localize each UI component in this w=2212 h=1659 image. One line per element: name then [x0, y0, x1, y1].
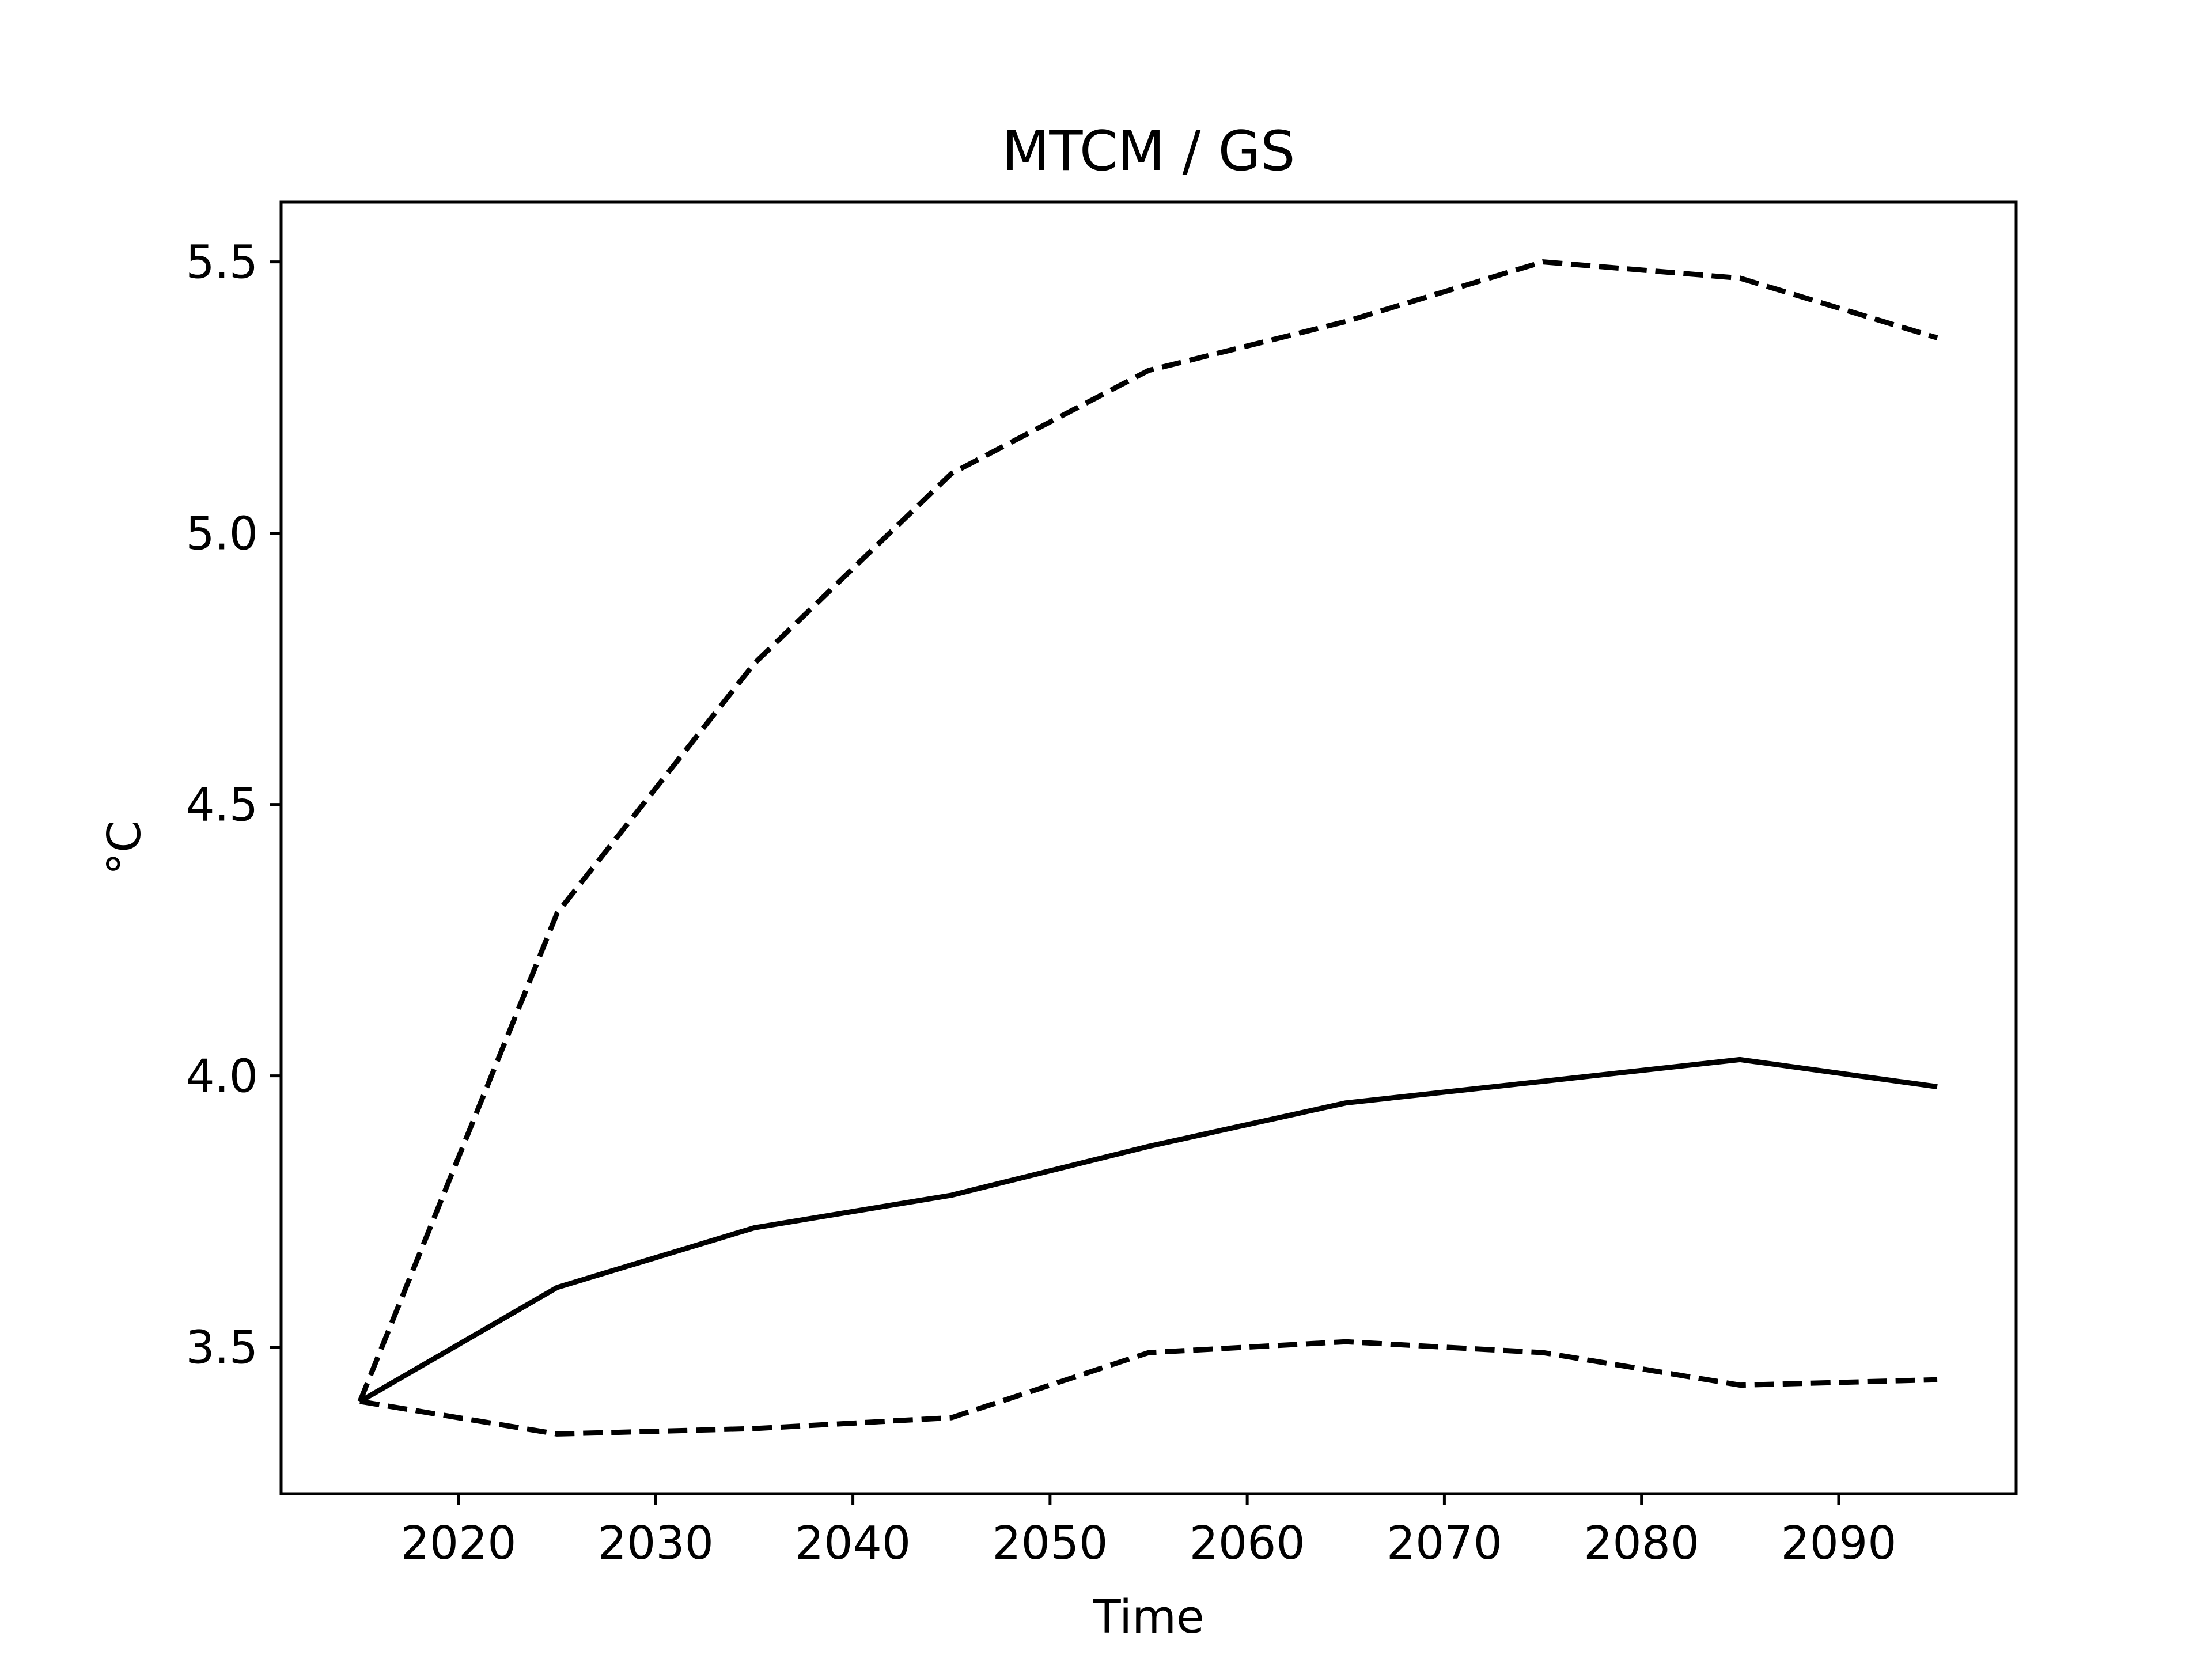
series-layer — [357, 259, 1938, 1437]
series-line-1-dashed — [357, 259, 1938, 1403]
y-tick-label: 5.5 — [185, 236, 258, 289]
x-tick-label: 2090 — [1781, 1517, 1896, 1570]
x-tick-label: 2020 — [401, 1517, 517, 1570]
x-axis-label: Time — [1092, 1590, 1204, 1643]
y-tick-label: 5.0 — [185, 507, 258, 560]
y-axis-ticks: 3.5 4.0 4.5 5.0 5.5 — [185, 236, 281, 1374]
x-tick-label: 2080 — [1584, 1517, 1699, 1570]
plot-frame — [279, 200, 2018, 1495]
x-tick-label: 2050 — [992, 1517, 1108, 1570]
x-tick-label: 2070 — [1387, 1517, 1502, 1570]
x-tick-label: 2060 — [1190, 1517, 1305, 1570]
y-axis-label: °C — [98, 821, 151, 876]
series-line-3-dashed — [359, 1339, 1938, 1437]
chart-title: MTCM / GS — [1002, 120, 1295, 183]
series-line-2-solid — [358, 1056, 1938, 1404]
y-tick-label: 4.0 — [185, 1050, 258, 1103]
x-axis-ticks: 2020 2030 2040 2050 2060 2070 2080 2090 — [401, 1494, 1896, 1570]
x-tick-label: 2040 — [795, 1517, 911, 1570]
y-tick-label: 4.5 — [185, 779, 258, 832]
y-tick-label: 3.5 — [185, 1321, 258, 1374]
x-tick-label: 2030 — [598, 1517, 714, 1570]
